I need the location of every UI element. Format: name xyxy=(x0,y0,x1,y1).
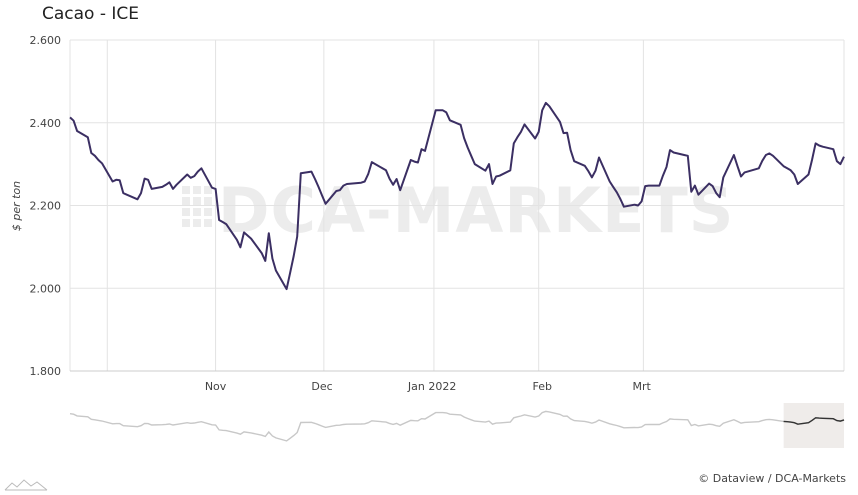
y-tick-label: 1.800 xyxy=(30,365,62,378)
chart-title: Cacao - ICE xyxy=(42,4,140,24)
y-tick-label: 2.000 xyxy=(30,282,62,295)
y-tick-label: 2.200 xyxy=(30,200,62,213)
x-tick-label: Dec xyxy=(311,380,332,393)
x-tick-label: Jan 2022 xyxy=(407,380,456,393)
x-axis: Nov Dec Jan 2022 Feb Mrt xyxy=(205,380,652,393)
watermark-grid-icon xyxy=(182,186,212,227)
x-tick-label: Feb xyxy=(532,380,551,393)
x-tick-label: Nov xyxy=(205,380,227,393)
navigator-series-line xyxy=(69,410,845,442)
dataview-logo-icon xyxy=(4,479,48,491)
navigator-selection[interactable] xyxy=(783,403,844,448)
y-axis-label: $ per ton xyxy=(10,181,23,231)
series-line xyxy=(69,101,845,291)
series-group xyxy=(69,101,845,291)
grid xyxy=(69,39,845,372)
y-tick-label: 2.600 xyxy=(30,34,62,47)
navigator-background[interactable] xyxy=(70,403,844,448)
navigator-selected-line xyxy=(783,417,845,425)
credit-text: © Dataview / DCA-Markets xyxy=(698,472,846,485)
x-tick-label: Mrt xyxy=(632,380,651,393)
y-tick-label: 2.400 xyxy=(30,117,62,130)
navigator[interactable] xyxy=(69,403,845,448)
y-axis: 1.800 2.000 2.200 2.400 2.600 xyxy=(30,34,62,378)
